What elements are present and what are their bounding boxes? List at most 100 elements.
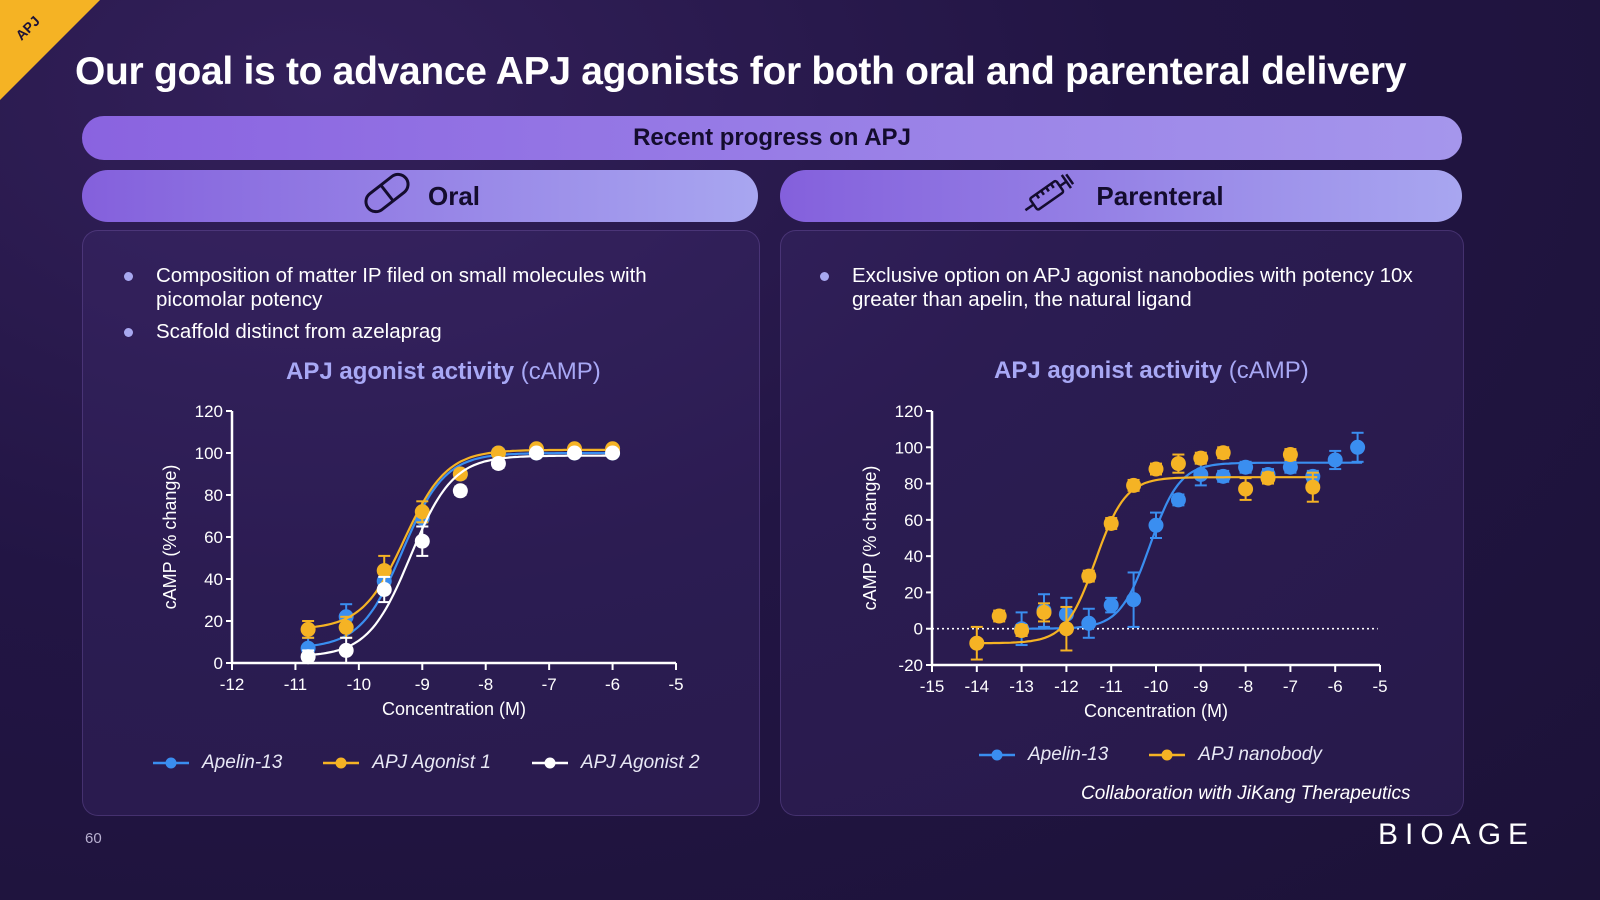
- x-tick-label: -12: [1054, 677, 1079, 696]
- x-tick-label: -7: [542, 675, 557, 694]
- data-point: [376, 582, 392, 597]
- parenteral-header: Parenteral: [780, 170, 1462, 222]
- legend-marker: [531, 757, 568, 769]
- oral-chart-title: APJ agonist activity (cAMP): [286, 358, 601, 385]
- data-point: [1193, 450, 1209, 466]
- data-point: [1170, 492, 1186, 508]
- y-tick-label: 0: [914, 620, 923, 639]
- data-point: [376, 563, 392, 579]
- data-point: [1260, 470, 1276, 486]
- fit-curve-apj-agonist-2: [308, 454, 619, 657]
- y-tick-label: 40: [904, 547, 923, 566]
- legend-item: APJ Agonist 2: [531, 752, 700, 774]
- data-point: [300, 649, 316, 665]
- bullet-dot: [820, 272, 829, 281]
- y-tick-label: 60: [904, 511, 923, 530]
- oral-bullet: Scaffold distinct from azelaprag: [124, 320, 724, 344]
- legend-item: Apelin-13: [978, 744, 1108, 766]
- data-point: [1014, 623, 1030, 639]
- progress-banner-label: Recent progress on APJ: [633, 124, 911, 151]
- x-tick-label: -12: [220, 675, 245, 694]
- x-tick-label: -6: [1328, 677, 1343, 696]
- x-tick-label: -10: [347, 675, 372, 694]
- corner-triangle: [0, 0, 100, 100]
- oral-header-label: Oral: [427, 180, 481, 211]
- syringe-icon: [1018, 169, 1082, 224]
- data-point: [1238, 459, 1254, 475]
- x-tick-label: -14: [965, 677, 990, 696]
- parenteral-bullets: Exclusive option on APJ agonist nanobodi…: [820, 264, 1440, 320]
- data-point: [1036, 604, 1052, 620]
- data-point: [1215, 445, 1231, 461]
- oral-legend: Apelin-13 APJ Agonist 1 APJ Agonist 2: [152, 752, 700, 774]
- data-point: [1103, 515, 1119, 531]
- x-tick-label: -5: [668, 675, 683, 694]
- x-tick-label: -9: [415, 675, 430, 694]
- legend-marker: [979, 749, 1015, 761]
- y-tick-label: 20: [904, 583, 923, 602]
- data-point: [1170, 456, 1186, 472]
- data-point: [1282, 447, 1298, 463]
- y-tick-label: 100: [895, 438, 923, 457]
- data-point: [414, 504, 430, 520]
- legend-marker: [153, 757, 189, 769]
- oral-bullet: Composition of matter IP filed on small …: [124, 264, 724, 312]
- corner-tag: APJ: [0, 0, 100, 100]
- oral-header: Oral: [82, 170, 758, 222]
- y-axis-label: cAMP (% change): [160, 465, 180, 610]
- legend-marker: [323, 757, 360, 769]
- bullet-dot: [124, 272, 133, 281]
- y-tick-label: 80: [904, 475, 923, 494]
- y-tick-label: 0: [214, 654, 223, 673]
- x-tick-label: -8: [478, 675, 493, 694]
- data-point: [1058, 621, 1074, 637]
- progress-banner: Recent progress on APJ: [82, 116, 1462, 160]
- data-point: [1193, 467, 1209, 482]
- x-tick-label: -6: [605, 675, 620, 694]
- fit-curve-apelin-13: [307, 451, 619, 648]
- x-tick-label: -11: [284, 675, 307, 694]
- data-point: [490, 456, 506, 471]
- y-tick-label: 100: [195, 444, 223, 463]
- y-axis-label: cAMP (% change): [860, 466, 880, 611]
- collaboration-note: Collaboration with JiKang Therapeutics: [1081, 783, 1411, 804]
- y-tick-label: 40: [204, 570, 223, 589]
- y-tick-label: 60: [204, 528, 223, 547]
- parenteral-bullet: Exclusive option on APJ agonist nanobodi…: [820, 264, 1440, 312]
- legend-item: APJ Agonist 1: [322, 752, 491, 774]
- data-point: [1238, 481, 1254, 497]
- y-tick-label: -20: [898, 656, 923, 675]
- data-point: [452, 483, 468, 499]
- x-tick-label: -11: [1100, 677, 1123, 696]
- x-axis-label: Concentration (M): [382, 699, 526, 719]
- page-title: Our goal is to advance APJ agonists for …: [75, 50, 1407, 93]
- pill-icon: [360, 171, 414, 222]
- legend-item: APJ nanobody: [1148, 744, 1322, 766]
- x-tick-label: -15: [920, 677, 945, 696]
- data-point: [1305, 479, 1321, 495]
- bioage-logo: BIOAGE: [1378, 818, 1536, 851]
- y-tick-label: 80: [204, 486, 223, 505]
- data-point: [1148, 461, 1164, 477]
- page-number: 60: [85, 830, 102, 847]
- parenteral-chart-title: APJ agonist activity (cAMP): [994, 357, 1309, 384]
- parenteral-header-label: Parenteral: [1096, 180, 1224, 211]
- parenteral-chart: -20 0 20 40 60 80 100 120 -15 -14 -13 -12 -11 -10 -9 -8…: [860, 402, 1388, 721]
- bullet-dot: [124, 328, 133, 337]
- data-point: [605, 445, 621, 461]
- data-point: [338, 642, 354, 658]
- x-axis-label: Concentration (M): [1084, 701, 1228, 721]
- data-point: [1282, 459, 1298, 475]
- x-tick-label: -10: [1144, 677, 1169, 696]
- data-point: [991, 608, 1007, 624]
- x-tick-label: -5: [1372, 677, 1387, 696]
- data-point: [414, 533, 430, 549]
- data-point: [1103, 597, 1119, 613]
- data-point: [1327, 452, 1343, 468]
- legend-label: Apelin-13: [202, 752, 283, 773]
- x-tick-label: -7: [1283, 677, 1298, 696]
- x-tick-label: -9: [1193, 677, 1208, 696]
- x-tick-label: -13: [1009, 677, 1034, 696]
- y-tick-label: 120: [195, 402, 223, 421]
- legend-label: APJ Agonist 1: [372, 752, 491, 773]
